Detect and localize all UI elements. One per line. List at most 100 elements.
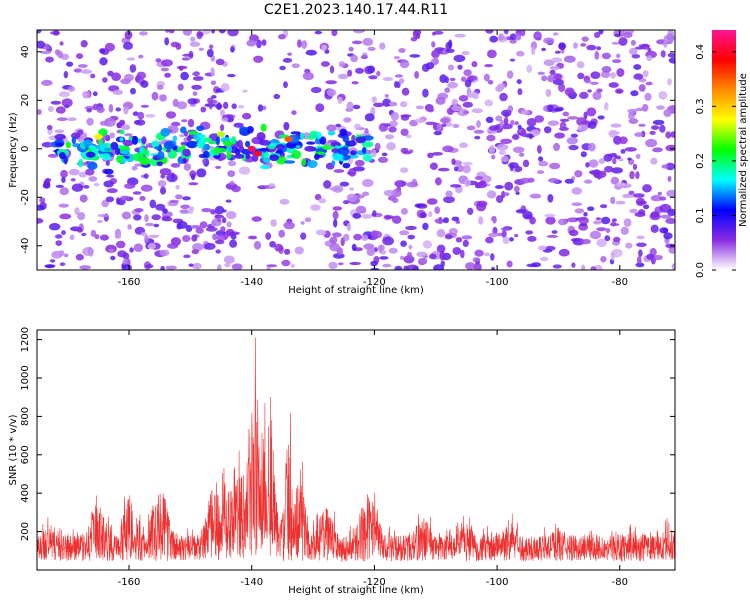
spectrogram-cell — [139, 196, 146, 201]
spectrogram-cell — [433, 30, 444, 35]
spectrogram-cell — [242, 112, 252, 120]
spectrogram-cell — [583, 111, 588, 120]
spectrogram-cell — [489, 125, 499, 131]
spectrogram-peak-cell — [284, 136, 293, 143]
colorbar-gradient — [712, 30, 736, 270]
spectrogram-cell — [229, 239, 238, 248]
spectrogram-cell — [638, 84, 646, 92]
spectrogram-cell — [447, 81, 458, 89]
spectrogram-cell — [473, 129, 485, 134]
spectrogram-cell — [108, 248, 114, 253]
spectrogram-cell — [566, 137, 578, 145]
spectrogram-cell — [354, 194, 365, 199]
spectrogram-cell — [618, 158, 624, 162]
spectrogram-cell — [149, 199, 157, 209]
spectrogram-cell — [140, 104, 149, 108]
spectrogram-cell — [121, 124, 131, 131]
spectrogram-cell — [202, 158, 207, 164]
spectrogram-cell — [342, 162, 351, 169]
spectrogram-cell — [61, 230, 66, 236]
spectrogram-cell — [116, 197, 121, 205]
spectrogram-cell — [370, 230, 383, 239]
spectrogram-cell — [229, 180, 235, 186]
spectrogram-cell — [388, 247, 398, 254]
spectrogram-cell — [567, 116, 579, 120]
spectrogram-cell — [50, 100, 62, 105]
spectrogram-cell — [462, 101, 473, 108]
spectrogram-cell — [202, 150, 210, 159]
spectrogram-cell — [559, 118, 570, 122]
spectrogram-cell — [467, 207, 474, 215]
spectrogram-cell — [266, 264, 278, 268]
spectrogram-cell — [86, 117, 94, 126]
spectrogram-cell — [435, 96, 446, 105]
spectrogram-peak-cell — [247, 145, 256, 152]
spectrogram-cell — [558, 83, 566, 93]
spectrogram-cell — [215, 58, 225, 66]
spectrogram-cell — [625, 242, 633, 249]
spectrogram-cell — [509, 39, 517, 44]
spectrogram-cell — [461, 51, 470, 56]
spectrogram-cell — [58, 250, 65, 257]
spectrogram-cell — [182, 235, 191, 242]
spectrogram-cell — [538, 160, 549, 167]
spectrogram-cell — [600, 204, 608, 209]
spectrogram-cell — [509, 33, 518, 41]
spectrogram-cell — [138, 54, 144, 59]
spectrogram-cell — [269, 241, 276, 248]
spectrogram-cell — [568, 144, 579, 151]
spectrogram-cell — [571, 202, 583, 206]
spectrogram-cell — [376, 70, 381, 77]
snr-y-tick-label: 1200 — [20, 327, 31, 352]
spectrogram-cell — [337, 262, 344, 266]
spectrogram-cell — [488, 232, 499, 238]
spectrogram-cell — [175, 194, 183, 200]
spectrogram-cell — [290, 264, 295, 268]
spectrogram-x-tick-label: -100 — [486, 277, 509, 288]
spectrogram-cell — [611, 167, 623, 174]
spectrogram-cell — [668, 57, 675, 64]
spectrogram-cell — [635, 153, 641, 159]
spectrogram-cell — [104, 42, 115, 52]
spectrogram-cell — [177, 146, 183, 153]
spectrogram-cell — [546, 234, 558, 238]
spectrogram-cell — [227, 30, 239, 37]
spectrogram-cell — [616, 53, 621, 59]
spectrogram-cell — [588, 121, 597, 129]
spectrogram-cell — [382, 263, 392, 268]
spectrogram-cell — [186, 135, 192, 142]
spectrogram-cell — [305, 49, 317, 56]
spectrogram-cell — [531, 46, 536, 55]
spectrogram-cell — [131, 165, 138, 171]
spectrogram-cell — [431, 41, 436, 48]
spectrogram-cell — [230, 46, 235, 53]
spectrogram-cell — [474, 249, 484, 257]
spectrogram-cell — [627, 157, 632, 161]
spectrogram-cell — [549, 162, 561, 170]
spectrogram-cell — [346, 222, 351, 232]
spectrogram-cell — [437, 167, 450, 172]
spectrogram-cell — [574, 208, 585, 214]
spectrogram-cell — [132, 111, 139, 116]
spectrogram-cell — [394, 74, 403, 78]
spectrogram-cell — [500, 138, 513, 144]
spectrogram-cell — [457, 64, 463, 70]
spectrogram-cell — [94, 234, 100, 240]
spectrogram-cell — [643, 204, 650, 210]
spectrogram-cell — [352, 166, 365, 172]
spectrogram-cell — [238, 105, 245, 109]
spectrogram-cell — [420, 257, 428, 265]
spectrogram-cell — [529, 216, 536, 225]
spectrogram-cell — [429, 253, 437, 260]
spectrogram-cell — [402, 151, 412, 155]
spectrogram-cell — [399, 60, 410, 69]
spectrogram-cell — [452, 123, 460, 129]
spectrogram-y-tick-label: 20 — [20, 94, 31, 107]
spectrogram-cell — [120, 195, 130, 201]
spectrogram-cell — [192, 91, 198, 96]
spectrogram-cell — [355, 136, 367, 144]
spectrogram-cell — [576, 61, 585, 69]
spectrogram-cell — [422, 88, 429, 98]
spectrogram-cell — [55, 106, 66, 114]
spectrogram-cell — [366, 247, 376, 256]
